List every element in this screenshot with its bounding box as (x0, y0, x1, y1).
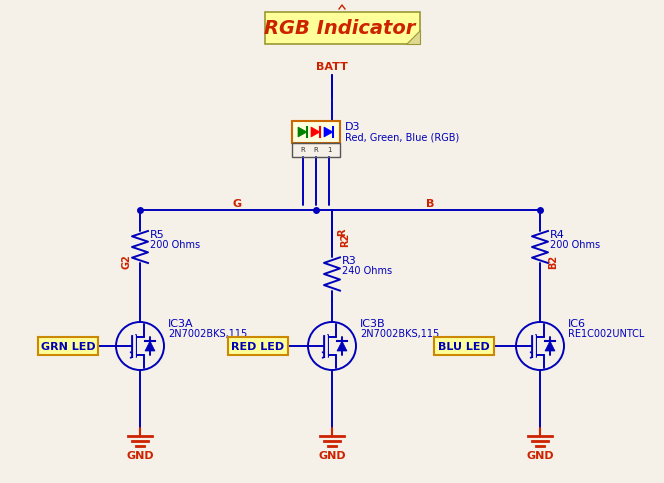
Text: RGB Indicator: RGB Indicator (264, 19, 415, 39)
Text: R: R (337, 228, 347, 236)
Text: R: R (301, 147, 305, 153)
Text: IC3A: IC3A (168, 319, 194, 329)
Text: GND: GND (318, 451, 346, 461)
FancyBboxPatch shape (38, 337, 98, 355)
Text: R5: R5 (150, 229, 165, 240)
Text: GRN LED: GRN LED (41, 341, 96, 352)
Text: GND: GND (526, 451, 554, 461)
Polygon shape (311, 127, 320, 137)
Text: 240 Ohms: 240 Ohms (342, 267, 392, 276)
Text: 2N7002BKS,115: 2N7002BKS,115 (168, 329, 247, 339)
Text: Red, Green, Blue (RGB): Red, Green, Blue (RGB) (345, 133, 459, 143)
Text: B2: B2 (548, 255, 558, 269)
Text: BLU LED: BLU LED (438, 341, 490, 352)
Text: IC3B: IC3B (360, 319, 386, 329)
Polygon shape (298, 127, 307, 137)
Text: BATT: BATT (316, 62, 348, 72)
Text: 1: 1 (327, 147, 331, 153)
Text: 200 Ohms: 200 Ohms (550, 240, 600, 250)
Text: RE1C002UNTCL: RE1C002UNTCL (568, 329, 644, 339)
Text: G: G (232, 199, 242, 209)
Text: GND: GND (126, 451, 154, 461)
FancyBboxPatch shape (228, 337, 288, 355)
Polygon shape (324, 127, 333, 137)
Polygon shape (545, 341, 555, 351)
Polygon shape (145, 341, 155, 351)
Polygon shape (406, 30, 420, 44)
FancyBboxPatch shape (292, 121, 340, 143)
Text: B: B (426, 199, 434, 209)
Text: R3: R3 (342, 256, 357, 266)
Text: R2: R2 (340, 233, 350, 247)
Text: D3: D3 (345, 122, 361, 132)
Polygon shape (265, 12, 420, 44)
Text: RED LED: RED LED (232, 341, 285, 352)
Text: R: R (313, 147, 318, 153)
FancyBboxPatch shape (434, 337, 494, 355)
Text: IC6: IC6 (568, 319, 586, 329)
Text: R4: R4 (550, 229, 565, 240)
Text: 2N7002BKS,115: 2N7002BKS,115 (360, 329, 440, 339)
Polygon shape (337, 341, 347, 351)
Text: 200 Ohms: 200 Ohms (150, 240, 200, 250)
Text: G2: G2 (122, 255, 132, 270)
